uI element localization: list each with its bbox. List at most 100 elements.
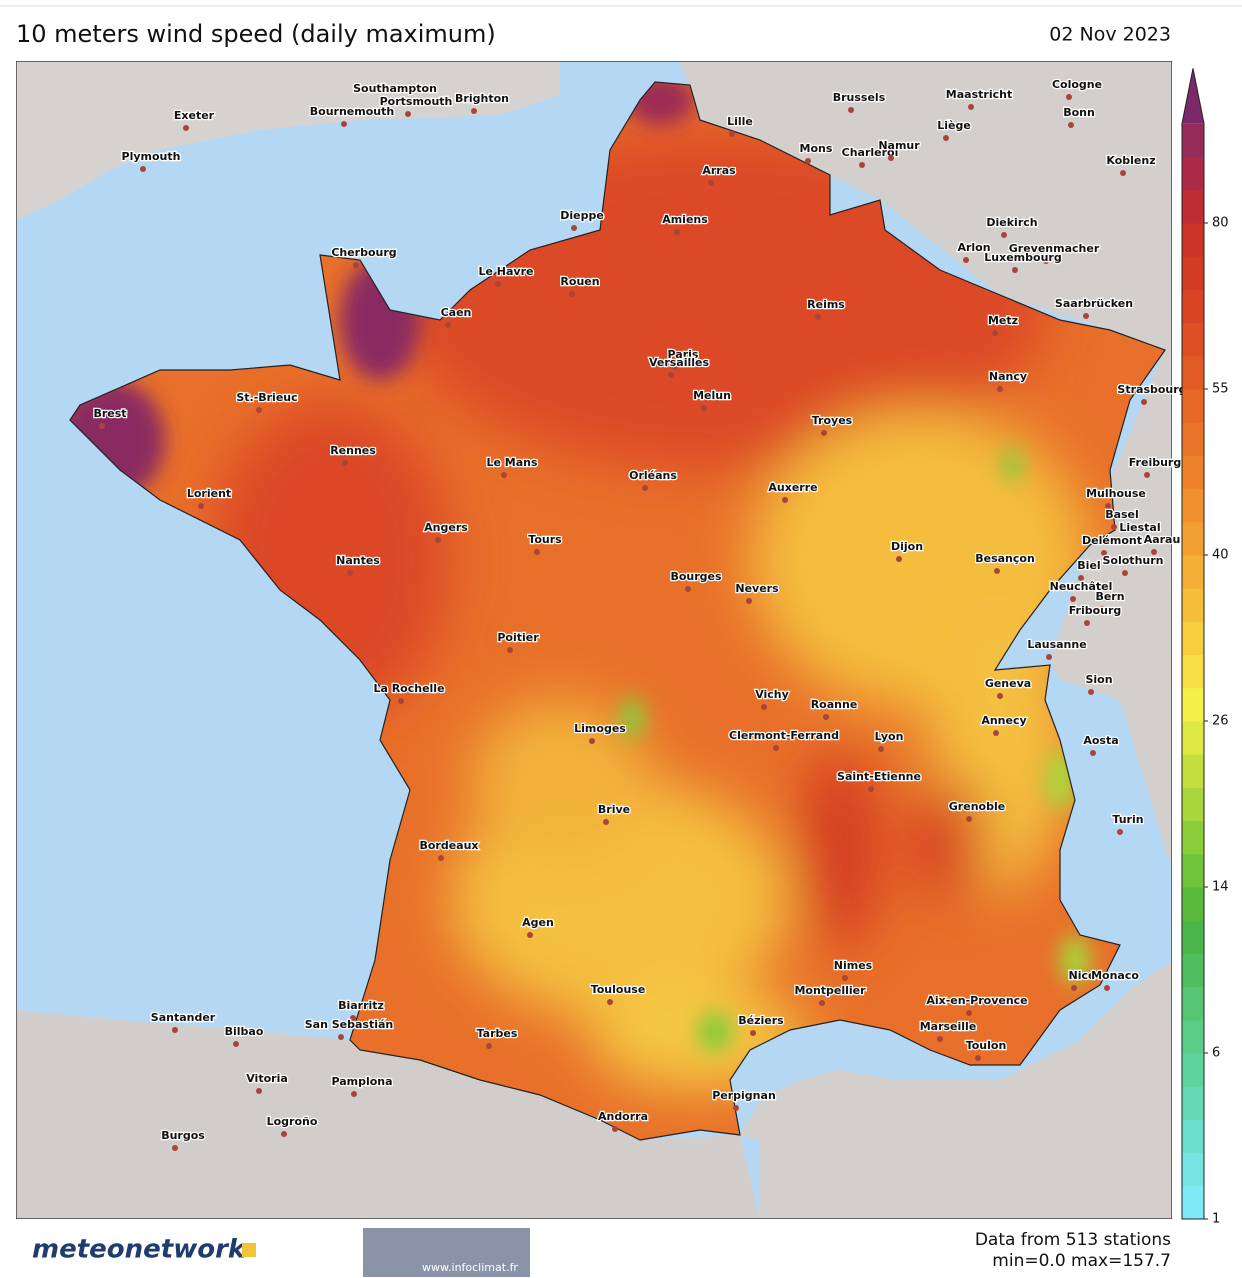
city-dot [672, 364, 678, 370]
city-label: Nantes [336, 554, 380, 567]
colorbar-bin [1182, 1053, 1204, 1087]
city-dot [438, 855, 444, 861]
city-dot [1141, 399, 1147, 405]
city-dot [968, 104, 974, 110]
city-label: Mulhouse [1086, 487, 1146, 500]
city-label: Bern [1095, 590, 1124, 603]
city-label: Dijon [891, 540, 923, 553]
city-label: Freiburg [1129, 456, 1181, 469]
city-label: Geneva [985, 677, 1031, 690]
city-dot [708, 180, 714, 186]
city-label: St.-Brieuc [236, 391, 297, 404]
logo-square [242, 1243, 256, 1257]
city-label: Tours [528, 533, 562, 546]
city-label: Mons [800, 142, 833, 155]
colorbar-bin [1182, 521, 1204, 556]
city-label: Biarritz [338, 999, 384, 1012]
partner-url: www.infoclimat.fr [422, 1261, 518, 1274]
city-label: Aarau [1144, 533, 1181, 546]
colorbar-bin [1182, 1119, 1204, 1154]
city-dot [1001, 232, 1007, 238]
city-label: Bordeaux [419, 839, 478, 852]
city-label: Monaco [1091, 969, 1139, 982]
city-label: Delémont [1082, 534, 1142, 547]
title: 10 meters wind speed (daily maximum) [16, 20, 496, 48]
city-dot [943, 135, 949, 141]
city-dot [1071, 985, 1077, 991]
city-label: Vichy [755, 688, 789, 701]
city-dot [398, 698, 404, 704]
footer: meteonetwork www.infoclimat.fr Data from… [32, 1228, 1171, 1277]
colorbar-bin [1182, 488, 1204, 523]
city-label: Solothurn [1103, 554, 1164, 567]
city-dot [233, 1041, 239, 1047]
city-dot [99, 423, 105, 429]
colorbar-bin [1182, 721, 1204, 755]
colorbar-bin [1182, 322, 1204, 357]
city-label: Versailles [649, 356, 710, 369]
colorbar-bin [1182, 953, 1204, 988]
city-label: Bournemouth [310, 105, 394, 118]
city-dot [1068, 122, 1074, 128]
city-label: Troyes [812, 414, 853, 427]
colorbar-outline [1181, 68, 1205, 1220]
city-label: Nimes [834, 959, 873, 972]
city-dot [1083, 313, 1089, 319]
city-label: Biel [1077, 559, 1100, 572]
city-label: Logroño [267, 1115, 318, 1128]
min-max: min=0.0 max=157.7 [992, 1251, 1171, 1271]
city-label: Lausanne [1027, 638, 1086, 651]
city-dot [353, 262, 359, 268]
city-dot [994, 568, 1000, 574]
city-label: Strasbourg [1117, 383, 1186, 396]
city-dot [1101, 550, 1107, 556]
city-dot [589, 738, 595, 744]
city-label: Lille [727, 115, 753, 128]
city-label: Clermont-Ferrand [729, 729, 839, 742]
colorbar-bin [1182, 289, 1204, 324]
city-dot [746, 598, 752, 604]
colorbar-bin [1182, 1152, 1204, 1187]
city-label: Nancy [989, 370, 1027, 383]
city-dot [338, 1034, 344, 1040]
city-dot [750, 1030, 756, 1036]
city-dot [963, 257, 969, 263]
city-label: La Rochelle [373, 682, 444, 695]
city-label: Nice [1069, 969, 1096, 982]
city-label: Lyon [875, 730, 904, 743]
colorbar-bin [1182, 355, 1204, 390]
city-dot [997, 386, 1003, 392]
city-label: Basel [1105, 508, 1139, 521]
city-dot [1043, 258, 1049, 264]
city-label: Cherbourg [331, 246, 396, 259]
wind-field [70, 82, 1165, 1140]
city-label: Angers [424, 521, 468, 534]
city-dot [1144, 472, 1150, 478]
city-label: Metz [988, 314, 1018, 327]
city-dot [256, 1088, 262, 1094]
city-label: Agen [522, 916, 554, 929]
city-label: Brighton [455, 92, 509, 105]
city-dot [445, 322, 451, 328]
city-dot [859, 162, 865, 168]
city-label: Nevers [735, 582, 779, 595]
city-dot [571, 225, 577, 231]
city-label: Auxerre [768, 481, 817, 494]
city-dot [534, 549, 540, 555]
city-label: Toulon [966, 1039, 1007, 1052]
city-dot [1088, 689, 1094, 695]
city-label: Santander [151, 1011, 216, 1024]
colorbar-bin [1182, 256, 1204, 290]
city-dot [281, 1131, 287, 1137]
city-dot [1046, 654, 1052, 660]
city-dot [848, 107, 854, 113]
city-dot [674, 229, 680, 235]
city-label: Maastricht [946, 88, 1012, 101]
city-dot [868, 786, 874, 792]
city-label: Béziers [738, 1014, 784, 1027]
city-label: Neuchâtel [1050, 580, 1113, 593]
city-label: Southampton [353, 82, 437, 95]
partner-logo [363, 1228, 530, 1277]
city-label: Poitier [497, 631, 539, 644]
stations: Data from 513 stations [975, 1230, 1171, 1250]
